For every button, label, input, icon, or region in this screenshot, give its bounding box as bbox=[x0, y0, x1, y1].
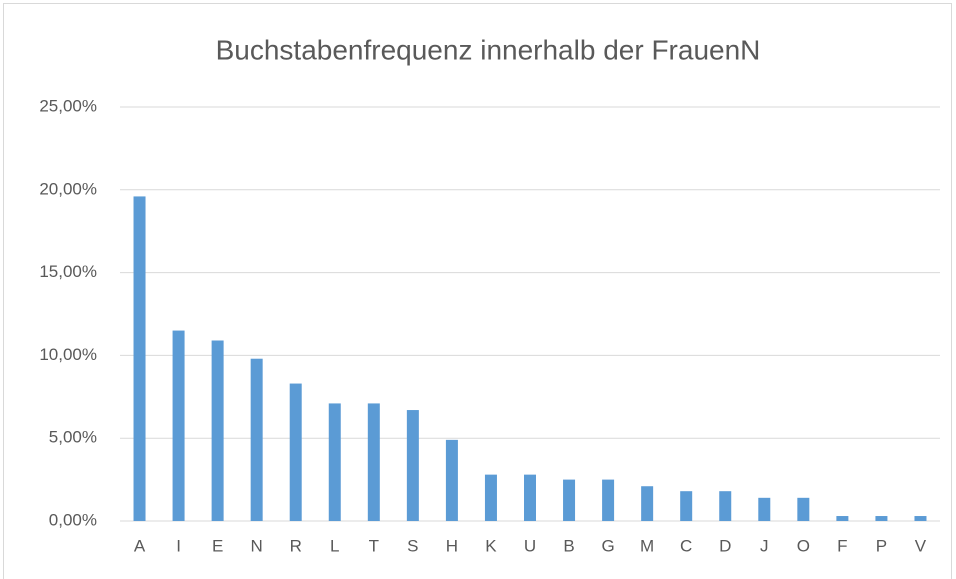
x-tick-label: M bbox=[640, 536, 654, 555]
bar bbox=[445, 439, 458, 521]
bar bbox=[524, 474, 536, 521]
x-tick-label: J bbox=[760, 536, 769, 555]
x-tick-label: E bbox=[212, 536, 223, 555]
x-tick-label: O bbox=[797, 536, 810, 555]
x-tick-label: P bbox=[876, 536, 887, 555]
y-tick-label: 5,00% bbox=[49, 428, 97, 447]
bar bbox=[563, 479, 576, 521]
x-tick-label: C bbox=[680, 536, 692, 555]
bar bbox=[172, 330, 185, 521]
x-tick-label: V bbox=[915, 536, 927, 555]
bar bbox=[680, 491, 693, 521]
y-tick-label: 20,00% bbox=[39, 179, 97, 198]
x-tick-label: T bbox=[369, 536, 379, 555]
bar bbox=[211, 340, 224, 521]
bar bbox=[797, 497, 810, 521]
x-tick-label: B bbox=[563, 536, 574, 555]
chart-title: Buchstabenfrequenz innerhalb der FrauenN bbox=[216, 34, 761, 65]
x-tick-label: D bbox=[719, 536, 731, 555]
x-tick-label: N bbox=[251, 536, 263, 555]
x-tick-label: S bbox=[407, 536, 418, 555]
bar bbox=[836, 516, 849, 521]
x-tick-label: L bbox=[330, 536, 339, 555]
bar bbox=[758, 497, 771, 521]
x-tick-label: G bbox=[601, 536, 614, 555]
bar bbox=[367, 403, 380, 521]
x-tick-label: F bbox=[837, 536, 847, 555]
bar bbox=[914, 516, 927, 521]
bar bbox=[328, 403, 341, 521]
bar bbox=[875, 516, 888, 521]
bar bbox=[484, 474, 497, 521]
x-tick-label: H bbox=[446, 536, 458, 555]
bar bbox=[641, 486, 654, 521]
y-tick-label: 25,00% bbox=[39, 96, 97, 115]
x-tick-label: U bbox=[524, 536, 536, 555]
x-tick-label: K bbox=[485, 536, 497, 555]
bar bbox=[250, 358, 263, 521]
x-tick-label: I bbox=[176, 536, 181, 555]
x-tick-label: R bbox=[290, 536, 302, 555]
bar bbox=[133, 196, 146, 521]
x-tick-label: A bbox=[134, 536, 146, 555]
y-tick-label: 0,00% bbox=[49, 510, 97, 529]
bar bbox=[289, 383, 302, 521]
chart-frame bbox=[3, 3, 952, 579]
bar bbox=[719, 491, 732, 521]
bar bbox=[406, 410, 419, 521]
bar bbox=[602, 479, 615, 521]
y-tick-label: 15,00% bbox=[39, 262, 97, 281]
y-tick-label: 10,00% bbox=[39, 345, 97, 364]
